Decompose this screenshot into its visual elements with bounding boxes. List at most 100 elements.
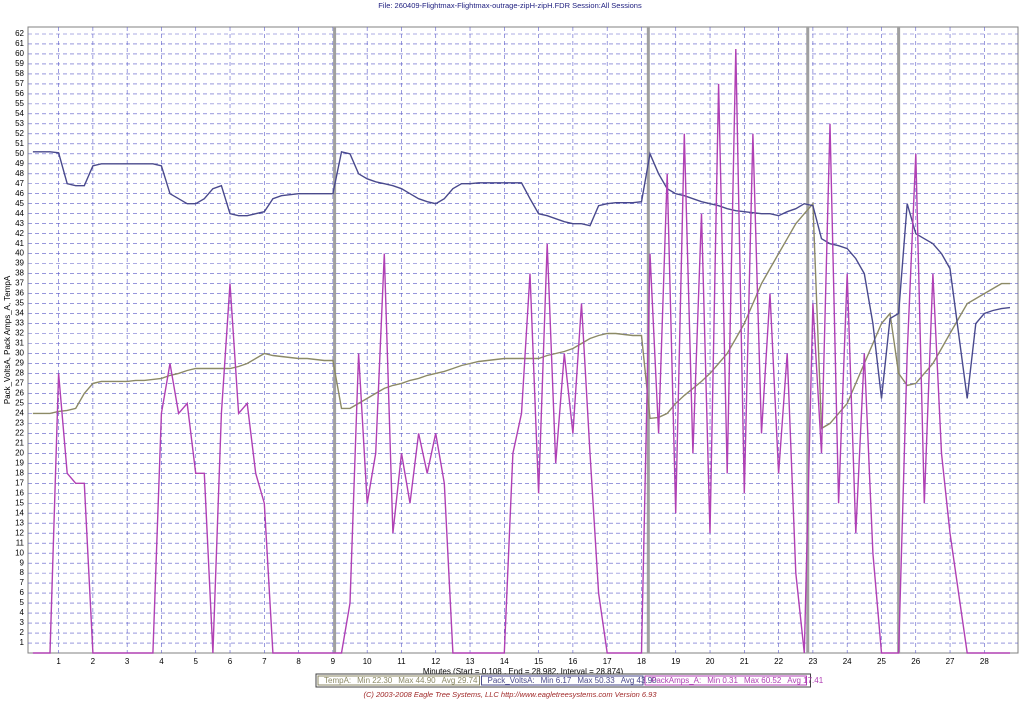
y-tick-label: 20 [15, 448, 24, 457]
x-tick-label: 19 [671, 657, 680, 666]
x-tick-label: 16 [568, 657, 577, 666]
y-tick-label: 6 [20, 588, 25, 597]
y-tick-label: 1 [20, 638, 25, 647]
y-tick-label: 12 [15, 528, 24, 537]
x-tick-label: 24 [843, 657, 852, 666]
y-tick-label: 10 [15, 548, 24, 557]
y-tick-label: 39 [15, 259, 24, 268]
legend-stat: Avg 17.41 [787, 676, 823, 685]
x-tick-label: 5 [194, 657, 199, 666]
y-tick-label: 40 [15, 249, 24, 258]
y-tick-label: 36 [15, 289, 24, 298]
y-tick-label: 11 [16, 538, 25, 547]
y-tick-label: 37 [15, 279, 24, 288]
y-tick-label: 45 [15, 199, 24, 208]
series-line [32, 48, 1010, 654]
y-tick-label: 13 [15, 518, 24, 527]
x-tick-label: 17 [603, 657, 612, 666]
y-tick-label: 2 [20, 628, 25, 637]
y-tick-label: 59 [15, 59, 24, 68]
x-tick-label: 21 [740, 657, 749, 666]
x-tick-label: 7 [262, 657, 267, 666]
y-tick-label: 3 [20, 618, 25, 627]
y-tick-label: 44 [15, 209, 24, 218]
y-tick-label: 21 [15, 438, 24, 447]
y-tick-label: 38 [15, 269, 24, 278]
legend-stat: Avg 29.74 [442, 676, 478, 685]
x-tick-label: 2 [91, 657, 96, 666]
legend-stat: Max 44.90 [398, 676, 436, 685]
y-tick-label: 54 [15, 109, 24, 118]
y-tick-label: 48 [15, 169, 24, 178]
y-tick-label: 46 [15, 189, 24, 198]
y-tick-label: 61 [15, 39, 24, 48]
x-tick-label: 13 [466, 657, 475, 666]
plot-area [27, 26, 1019, 654]
legend-box [481, 675, 644, 686]
y-tick-label: 9 [20, 558, 25, 567]
y-tick-label: 31 [15, 339, 24, 348]
x-tick-label: 4 [159, 657, 164, 666]
y-tick-label: 24 [15, 408, 24, 417]
y-tick-label: 25 [15, 399, 24, 408]
y-tick-label: 56 [15, 89, 24, 98]
y-tick-label: 58 [15, 69, 24, 78]
y-tick-label: 55 [15, 99, 24, 108]
legend-label: TempA: [324, 676, 351, 685]
x-tick-label: 25 [877, 657, 886, 666]
legend-stat: Min 0.31 [707, 676, 738, 685]
legend-label: PackAmps_A: [651, 676, 701, 685]
y-tick-label: 34 [15, 309, 24, 318]
y-tick-label: 51 [15, 139, 24, 148]
y-tick-label: 49 [15, 159, 24, 168]
y-tick-label: 28 [15, 369, 24, 378]
x-tick-label: 18 [637, 657, 646, 666]
y-tick-label: 41 [15, 239, 24, 248]
y-tick-label: 16 [15, 488, 24, 497]
y-tick-label: 26 [15, 389, 24, 398]
footer: (C) 2003-2008 Eagle Tree Systems, LLC ht… [363, 690, 657, 699]
y-tick-label: 53 [15, 119, 24, 128]
y-tick-label: 47 [15, 179, 24, 188]
y-tick-label: 62 [15, 29, 24, 38]
y-tick-label: 32 [15, 329, 24, 338]
legend-stat: Max 60.52 [744, 676, 782, 685]
y-tick-label: 18 [15, 468, 24, 477]
y-tick-label: 33 [15, 319, 24, 328]
chart-title: File: 260409-Flightmax-Flightmax-outrage… [378, 1, 642, 10]
x-tick-label: 23 [808, 657, 817, 666]
legend-frame [315, 673, 811, 688]
y-tick-label: 27 [15, 379, 24, 388]
y-axis-title: Pack_VoltsA, Pack Amps_A, TempA [3, 275, 12, 404]
y-tick-label: 57 [15, 79, 24, 88]
legend-label: Pack_VoltsA: [488, 676, 535, 685]
y-tick-label: 15 [15, 498, 24, 507]
x-tick-label: 8 [296, 657, 301, 666]
y-tick-label: 7 [20, 578, 25, 587]
y-tick-label: 30 [15, 349, 24, 358]
y-tick-label: 22 [15, 428, 24, 437]
y-tick-label: 42 [15, 229, 24, 238]
x-tick-label: 27 [946, 657, 955, 666]
x-tick-label: 15 [534, 657, 543, 666]
x-axis-title: Minutes (Start = 0.108 , End = 28.982, I… [423, 667, 624, 676]
x-tick-label: 3 [125, 657, 130, 666]
x-tick-label: 14 [500, 657, 509, 666]
y-tick-label: 50 [15, 149, 24, 158]
series-line [32, 150, 1011, 399]
x-tick-label: 11 [397, 657, 406, 666]
y-tick-label: 29 [15, 359, 24, 368]
legend-stat: Min 22.30 [357, 676, 393, 685]
x-tick-label: 28 [980, 657, 989, 666]
y-tick-label: 14 [15, 508, 24, 517]
y-tick-label: 19 [15, 458, 24, 467]
y-tick-label: 17 [15, 478, 24, 487]
x-tick-label: 26 [911, 657, 920, 666]
y-tick-label: 5 [20, 598, 25, 607]
legend-stat: Avg 43.90 [621, 676, 657, 685]
legend-box [317, 675, 480, 686]
y-tick-label: 23 [15, 418, 24, 427]
x-tick-label: 9 [331, 657, 336, 666]
